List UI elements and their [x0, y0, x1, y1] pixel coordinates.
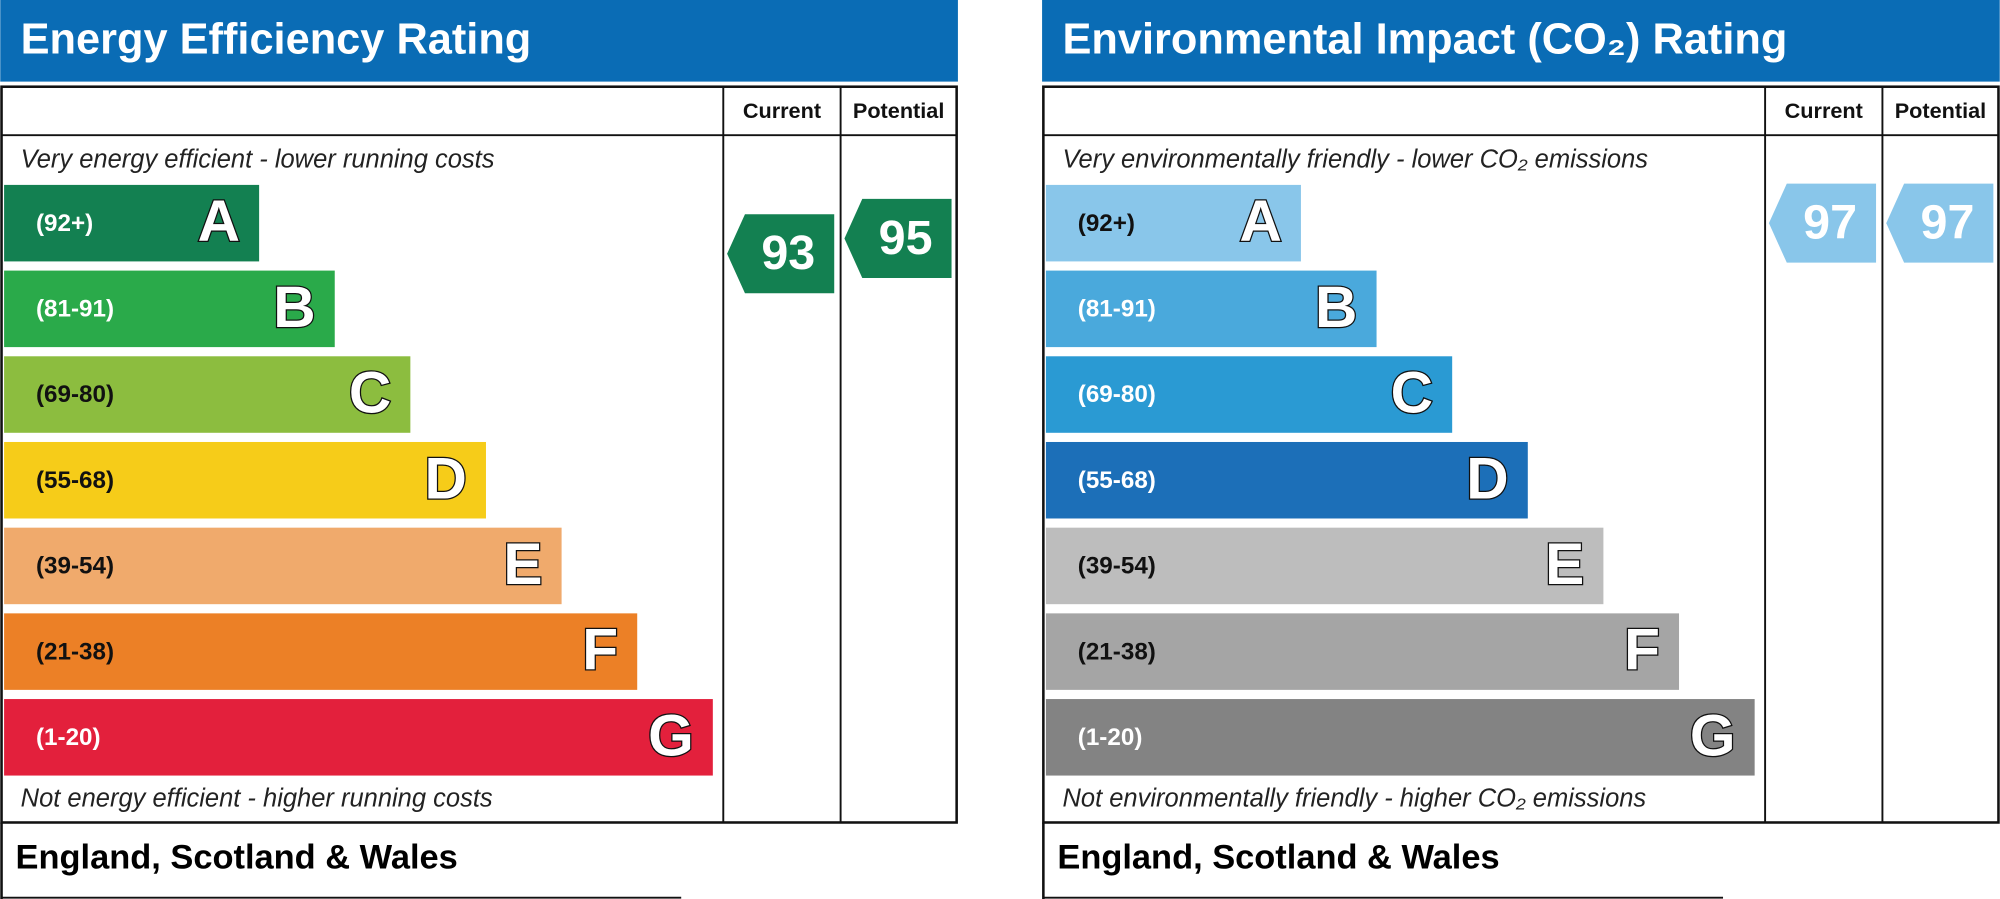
rating-band — [4, 699, 713, 776]
column-header: Potential — [1895, 98, 1986, 123]
rating-value: 93 — [761, 226, 815, 280]
rating-band — [1045, 184, 1301, 262]
band-range: (55-68) — [1078, 467, 1156, 494]
band-range: (81-91) — [1078, 296, 1156, 323]
band-letter: G — [1690, 703, 1736, 768]
band-letter: B — [1315, 275, 1357, 340]
rating-arrow — [1768, 183, 1877, 263]
band-range: (39-54) — [36, 553, 114, 580]
band-letter: C — [1391, 361, 1433, 426]
panel-title: Energy Efficiency Rating — [21, 16, 532, 64]
band-range: (55-68) — [36, 467, 114, 494]
top-note: Very energy efficient - lower running co… — [21, 145, 495, 173]
band-letter: A — [1239, 189, 1281, 254]
band-range: (21-38) — [36, 638, 114, 665]
bottom-note: Not environmentally friendly - higher CO… — [1062, 784, 1646, 812]
band-range: (69-80) — [36, 381, 114, 408]
rating-arrow — [1886, 183, 1994, 263]
band-letter: E — [1545, 532, 1584, 597]
band-range: (1-20) — [1078, 724, 1143, 751]
rating-arrow — [844, 198, 952, 278]
top-note: Very environmentally friendly - lower CO… — [1062, 145, 1648, 173]
rating-value: 97 — [1921, 196, 1975, 250]
rating-band — [4, 270, 335, 348]
title-bar — [1042, 0, 2000, 82]
rating-band — [1045, 699, 1755, 776]
column-header: Current — [743, 98, 821, 123]
band-range: (69-80) — [1078, 381, 1156, 408]
title-bar — [0, 0, 958, 82]
panel-title: Environmental Impact (CO₂) Rating — [1062, 16, 1787, 64]
band-letter: F — [1624, 618, 1660, 683]
rating-band — [1045, 270, 1377, 348]
band-letter: C — [349, 361, 391, 426]
band-letter: A — [198, 189, 240, 254]
rating-band — [4, 613, 638, 690]
band-range: (92+) — [36, 210, 93, 237]
region: England, Scotland & Wales — [16, 839, 458, 877]
bottom-note: Not energy efficient - higher running co… — [21, 784, 493, 812]
rating-band — [1045, 527, 1604, 605]
column-header: Current — [1785, 98, 1863, 123]
region: England, Scotland & Wales — [1057, 839, 1499, 877]
column-header: Potential — [853, 98, 944, 123]
band-range: (81-91) — [36, 296, 114, 323]
rating-arrow — [727, 214, 835, 294]
band-letter: G — [648, 703, 694, 768]
band-letter: B — [273, 275, 315, 340]
band-range: (1-20) — [36, 724, 101, 751]
rating-value: 95 — [879, 211, 933, 265]
band-letter: D — [424, 446, 466, 511]
band-range: (92+) — [1078, 210, 1135, 237]
rating-band — [1045, 613, 1680, 690]
rating-band — [4, 184, 260, 262]
rating-value: 97 — [1803, 196, 1857, 250]
band-letter: E — [503, 532, 542, 597]
rating-band — [4, 527, 562, 605]
rating-band — [4, 356, 411, 433]
band-letter: D — [1466, 446, 1508, 511]
rating-band — [1045, 441, 1528, 519]
band-letter: F — [582, 618, 618, 683]
rating-band — [1045, 356, 1453, 433]
band-range: (39-54) — [1078, 553, 1156, 580]
band-range: (21-38) — [1078, 638, 1156, 665]
rating-band — [4, 441, 486, 519]
